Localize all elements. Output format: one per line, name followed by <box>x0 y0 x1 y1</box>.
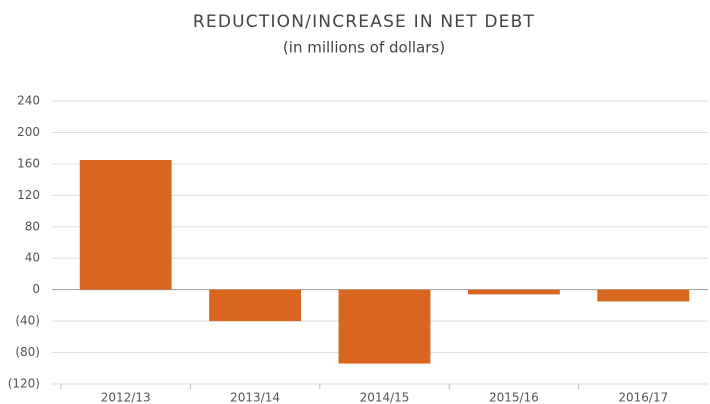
y-tick-label: 240 <box>17 94 40 108</box>
x-tick-label: 2013/14 <box>230 391 280 404</box>
y-tick-label: 40 <box>25 251 40 265</box>
y-tick-label: 80 <box>25 219 40 233</box>
bar <box>597 289 690 302</box>
bar <box>338 289 431 364</box>
y-tick-label: (40) <box>15 314 40 328</box>
y-tick-label: (80) <box>15 345 40 359</box>
y-tick-label: (120) <box>8 377 40 391</box>
x-tick-label: 2014/15 <box>360 391 410 404</box>
chart-title: REDUCTION/INCREASE IN NET DEBT <box>193 12 535 32</box>
y-tick-label: 0 <box>32 282 40 296</box>
y-tick-label: 160 <box>17 156 40 170</box>
bar <box>209 289 302 322</box>
chart-subtitle: (in millions of dollars) <box>283 39 445 57</box>
bar <box>467 289 560 295</box>
y-tick-label: 120 <box>17 188 40 202</box>
bar <box>79 159 172 290</box>
y-tick-label: 200 <box>17 125 40 139</box>
x-tick-label: 2016/17 <box>618 391 668 404</box>
x-tick-label: 2012/13 <box>101 391 151 404</box>
x-tick-label: 2015/16 <box>489 391 539 404</box>
